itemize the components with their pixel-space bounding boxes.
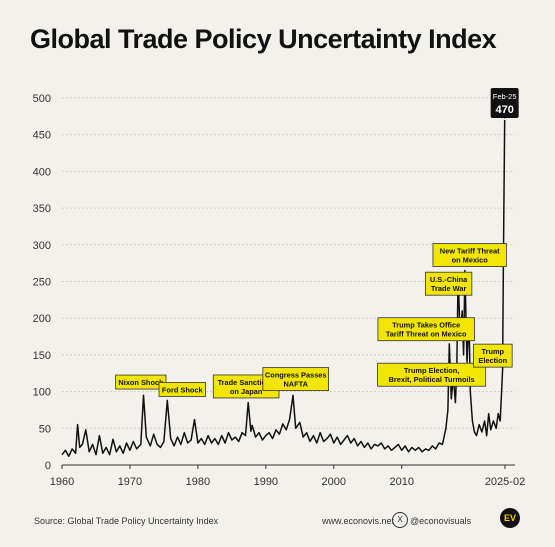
social-handle[interactable]: @econovisuals: [410, 516, 472, 526]
x-tick-label: 1960: [50, 476, 74, 488]
annotation-label: Ford Shock: [158, 381, 206, 397]
y-tick-label: 150: [33, 350, 51, 362]
annotation-text: Trump: [481, 347, 504, 356]
annotation-box: [158, 381, 206, 397]
annotation-label: Nixon Shock: [115, 374, 167, 390]
y-tick-label: 250: [33, 277, 51, 289]
callout-box: [490, 88, 519, 118]
y-axis-ticks: 0 50 100 150 200 250 300 350 400 450 500: [33, 93, 51, 472]
y-tick-label: 50: [39, 423, 51, 435]
annotation-text: Election: [478, 356, 507, 365]
x-tick-label: 2000: [322, 476, 346, 488]
footer: Source: Global Trade Policy Uncertainty …: [0, 507, 555, 535]
annotation-box: [377, 362, 487, 387]
website-link[interactable]: www.econovis.net: [322, 516, 395, 526]
series-line: [61, 119, 506, 457]
econovis-logo-icon: EV: [500, 508, 520, 528]
x-logo-icon[interactable]: X: [392, 512, 408, 528]
annotation-text: on Mexico: [452, 256, 489, 265]
y-tick-label: 450: [33, 130, 51, 142]
callout-value: 470: [495, 104, 513, 116]
annotation-text: NAFTA: [283, 380, 308, 389]
chart-title: Global Trade Policy Uncertainty Index: [30, 24, 497, 54]
annotation-text: Trade Sanctions: [218, 378, 275, 387]
x-axis-ticks: 1960 1970 1980 1990 2000 2010 2025-02: [50, 465, 525, 488]
annotation-text: Congress Passes: [265, 371, 327, 380]
annotation-label: Trump Election,Brexit, Political Turmoil…: [377, 362, 487, 387]
annotation-text: Trump Election,: [404, 366, 459, 375]
y-tick-label: 500: [33, 93, 51, 105]
annotation-box: [472, 343, 513, 368]
x-tick-label: 1970: [118, 476, 142, 488]
y-tick-label: 300: [33, 240, 51, 252]
annotation-box: [377, 317, 475, 342]
y-tick-label: 0: [45, 460, 51, 472]
annotation-box: [262, 367, 329, 392]
x-tick-label: 2010: [389, 476, 413, 488]
annotation-text: Tariff Threat on Mexico: [386, 330, 467, 339]
source-text: Source: Global Trade Policy Uncertainty …: [34, 516, 219, 526]
annotation-box: [432, 243, 507, 267]
annotation-text: Nixon Shock: [118, 378, 164, 387]
y-tick-label: 200: [33, 313, 51, 325]
x-tick-label: 1990: [254, 476, 278, 488]
annotation-text: Trump Takes Office: [392, 321, 460, 330]
annotation-text: on Japan: [230, 387, 263, 396]
annotation-text: New Tariff Threat: [440, 247, 500, 256]
y-tick-label: 350: [33, 203, 51, 215]
x-tick-label: 2025-02: [485, 476, 525, 488]
annotation-text: Trade War: [431, 284, 467, 293]
annotation-text: Brexit, Political Turmoils: [389, 375, 475, 384]
annotation-text: U.S.-China: [430, 275, 468, 284]
peak-callout: Feb-25 470: [490, 88, 519, 121]
x-tick-label: 1980: [186, 476, 210, 488]
y-tick-label: 400: [33, 166, 51, 178]
y-tick-label: 100: [33, 387, 51, 399]
callout-date: Feb-25: [493, 92, 517, 101]
annotation-text: Ford Shock: [162, 385, 204, 394]
annotation-box: [424, 271, 473, 296]
